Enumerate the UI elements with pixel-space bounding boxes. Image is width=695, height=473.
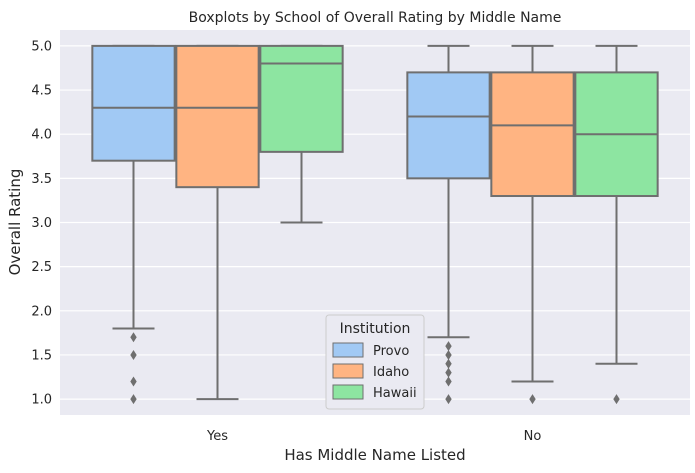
y-tick-label: 5.0: [31, 39, 52, 54]
box-groups: [91, 44, 659, 405]
outlier-point: [130, 332, 137, 343]
y-tick-label: 3.5: [31, 172, 52, 187]
legend-swatch: [332, 363, 364, 379]
y-tick-label: 2.0: [31, 304, 52, 319]
outlier-point: [445, 376, 452, 387]
y-tick-label: 2.5: [31, 260, 52, 275]
box-hawaii-yes: [259, 44, 344, 224]
box-idaho-no: [490, 44, 575, 405]
box-iqr: [406, 71, 491, 180]
outlier-point: [445, 358, 452, 369]
y-ticks: 1.0 1.5 2.0 2.5 3.0 3.5 4.0 4.5 5.0: [31, 39, 52, 407]
x-axis-label: Has Middle Name Listed: [284, 446, 465, 464]
outlier-point: [130, 349, 137, 360]
y-tick-label: 4.0: [31, 128, 52, 143]
legend-label: Provo: [373, 344, 409, 359]
legend-title: Institution: [340, 321, 411, 337]
y-tick-label: 1.5: [31, 348, 52, 363]
box-provo-no: [406, 44, 491, 405]
outlier-point: [445, 367, 452, 378]
box-idaho-yes: [175, 44, 260, 401]
y-tick-label: 3.0: [31, 216, 52, 231]
box-iqr: [490, 71, 575, 198]
outlier-point: [613, 394, 620, 405]
legend-label: Hawaii: [373, 386, 417, 401]
outlier-point: [445, 394, 452, 405]
legend-label: Idaho: [373, 365, 409, 380]
legend: Institution Provo Idaho Hawaii: [325, 314, 425, 410]
y-tick-label: 1.0: [31, 393, 52, 408]
outlier-point: [445, 341, 452, 352]
outlier-point: [130, 394, 137, 405]
y-axis-label: Overall Rating: [6, 169, 24, 276]
x-ticks: Yes No: [206, 429, 541, 444]
chart-title: Boxplots by School of Overall Rating by …: [189, 10, 562, 26]
outlier-point: [529, 394, 536, 405]
outlier-point: [445, 349, 452, 360]
box-iqr: [91, 44, 176, 162]
box-iqr: [259, 44, 344, 153]
legend-swatch: [332, 384, 364, 400]
y-tick-label: 4.5: [31, 84, 52, 99]
legend-swatch: [332, 342, 364, 358]
x-tick-label: Yes: [206, 429, 228, 444]
outlier-point: [130, 376, 137, 387]
x-tick-label: No: [524, 429, 542, 444]
box-iqr: [175, 44, 260, 189]
box-hawaii-no: [574, 44, 659, 405]
box-provo-yes: [91, 44, 176, 405]
